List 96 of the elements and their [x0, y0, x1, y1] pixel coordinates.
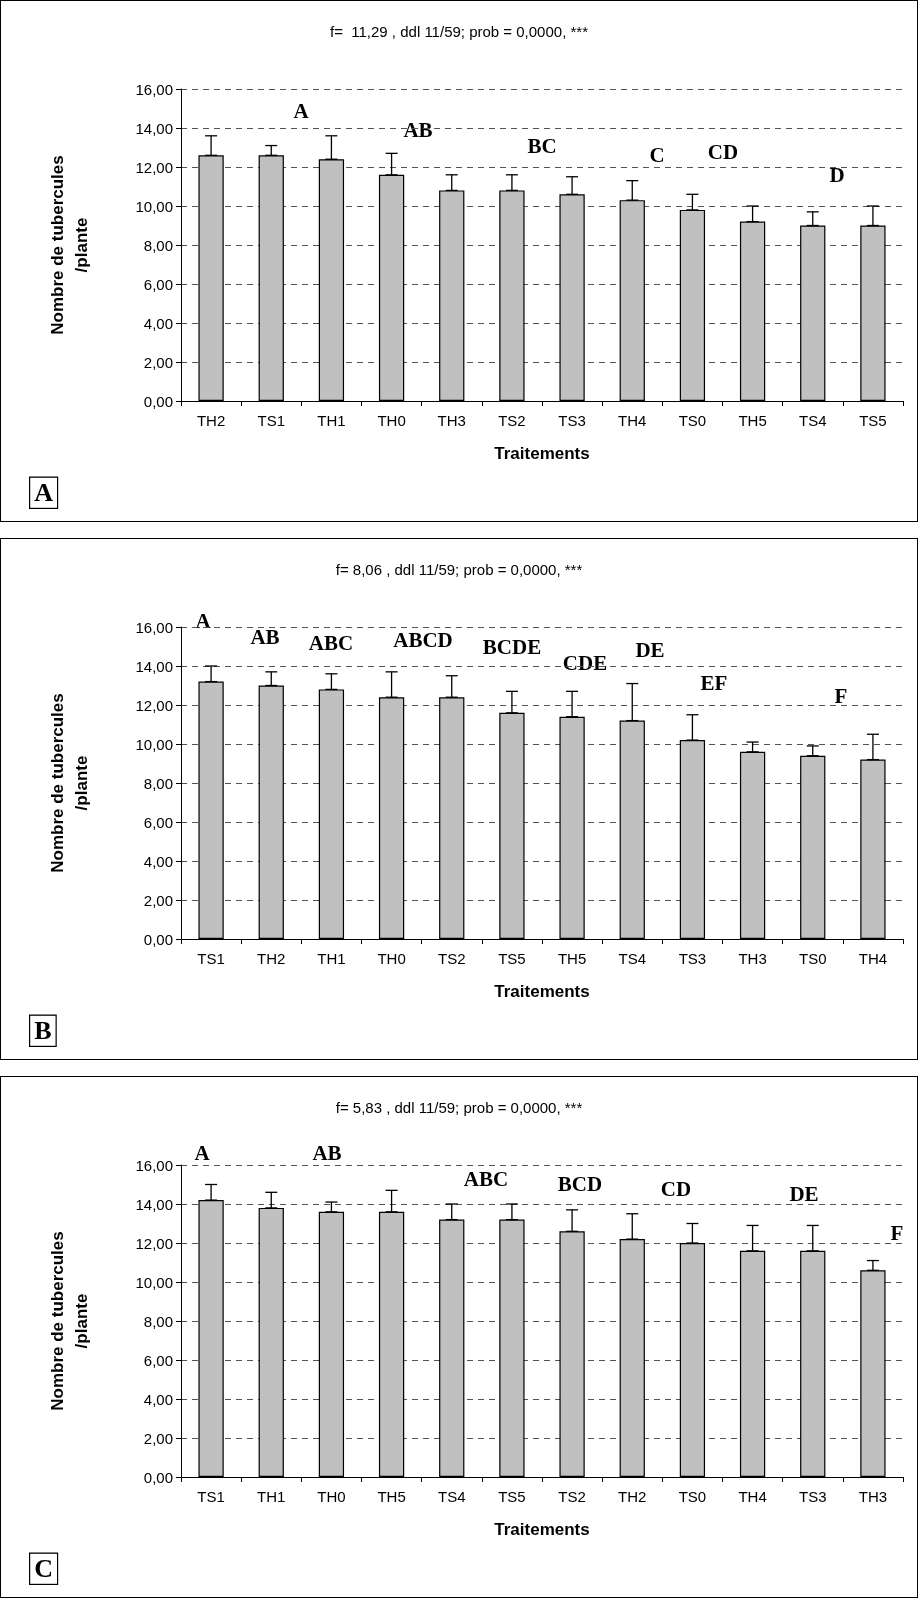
x-tick-label: TS0	[678, 412, 707, 429]
x-tick-label: TH4	[738, 1488, 767, 1505]
x-tick-label: TS2	[437, 950, 466, 967]
annotation: BCDE	[482, 635, 542, 659]
x-tick-label: TS3	[798, 1488, 827, 1505]
x-tick-label: TH5	[738, 412, 767, 429]
x-tick-label: TH3	[858, 1488, 888, 1505]
x-tick-label: TS4	[618, 950, 647, 967]
x-tick-label: TS4	[437, 1488, 466, 1505]
x-axis-title: Traitements	[494, 1520, 590, 1539]
chart-title: f= 11,29 , ddl 11/59; prob = 0,0000, ***	[330, 23, 589, 40]
annotation: CD	[660, 1177, 692, 1201]
y-tick-label: 12,00	[135, 158, 173, 176]
x-tick-label: TS2	[498, 412, 526, 429]
x-tick-label: TS5	[498, 950, 526, 967]
y-tick-label: 6,00	[143, 813, 173, 831]
text: A	[194, 1141, 211, 1165]
annotation: BCD	[557, 1172, 603, 1196]
x-tick-label: TH4	[618, 412, 647, 429]
x-tick-label: TS3	[678, 950, 707, 967]
x-tick-label: TH1	[257, 1488, 286, 1505]
x-tick-label: TH4	[858, 950, 888, 967]
x-tick-label: TH0	[317, 1488, 346, 1505]
y-tick-label: 0,00	[143, 392, 173, 410]
y-tick-label: 12,00	[135, 696, 173, 714]
annotation: C	[649, 143, 665, 167]
x-tick-label: TH3	[437, 412, 466, 429]
y-tick-label: 4,00	[143, 1390, 173, 1408]
y-tick-label: 8,00	[143, 236, 173, 254]
annotation: ABC	[308, 631, 354, 655]
x-tick-label: TH2	[618, 1488, 647, 1505]
annotation: A	[293, 99, 310, 123]
x-tick-label: TH1	[317, 950, 346, 967]
y-tick-label: 10,00	[135, 735, 173, 753]
annotation: F	[890, 1221, 904, 1245]
x-tick-label: TH5	[377, 1488, 406, 1505]
text: AB	[312, 1141, 342, 1165]
x-tick-label: TS3	[558, 412, 586, 429]
x-tick-label: TS5	[498, 1488, 526, 1505]
text: A	[34, 478, 54, 508]
x-tick-label: TH3	[738, 950, 767, 967]
x-tick-label: TS1	[197, 1488, 225, 1505]
x-tick-label: TH2	[257, 950, 286, 967]
annotation: DE	[789, 1182, 819, 1206]
y-tick-label: 10,00	[135, 1273, 173, 1291]
text: C	[34, 1554, 53, 1584]
y-tick-label: 8,00	[143, 774, 173, 792]
y-tick-label: 14,00	[135, 657, 173, 675]
y-tick-label: 16,00	[135, 618, 173, 636]
x-tick-label: TS2	[558, 1488, 586, 1505]
x-tick-label: TH0	[377, 950, 406, 967]
x-tick-label: TS0	[798, 950, 827, 967]
x-axis-title: Traitements	[494, 444, 590, 463]
y-tick-label: 0,00	[143, 930, 173, 948]
y-axis-title: Nombre de tubercules /plante	[47, 155, 91, 335]
y-tick-label: 4,00	[143, 314, 173, 332]
y-tick-label: 16,00	[135, 80, 173, 98]
annotation: ABC	[463, 1167, 509, 1191]
annotation: CDE	[562, 651, 608, 675]
annotation: CD	[707, 140, 739, 164]
annotation: EF	[700, 671, 728, 695]
y-tick-label: 10,00	[135, 197, 173, 215]
annotation: BC	[527, 134, 557, 158]
annotation: D	[829, 163, 845, 187]
annotation: DE	[635, 638, 665, 662]
y-tick-label: 2,00	[143, 1429, 173, 1447]
y-tick-label: 2,00	[143, 891, 173, 909]
y-tick-label: 2,00	[143, 353, 173, 371]
x-tick-label: TS5	[859, 412, 887, 429]
chart-title: f= 8,06 , ddl 11/59; prob = 0,0000, ***	[335, 561, 583, 578]
y-tick-label: 6,00	[143, 275, 173, 293]
annotation: AB	[250, 625, 280, 649]
x-tick-label: TS1	[257, 412, 286, 429]
annotation: ABCD	[393, 628, 453, 652]
y-tick-label: 6,00	[143, 1351, 173, 1369]
chart-title: f= 5,83 , ddl 11/59; prob = 0,0000, ***	[335, 1099, 583, 1116]
x-tick-label: TS4	[798, 412, 827, 429]
annotation: F	[834, 684, 848, 708]
x-tick-label: TH5	[557, 950, 587, 967]
x-tick-label: TS0	[678, 1488, 707, 1505]
x-tick-label: TS1	[197, 950, 225, 967]
y-tick-label: 0,00	[143, 1468, 173, 1486]
annotation: AB	[403, 118, 433, 142]
y-tick-label: 8,00	[143, 1312, 173, 1330]
y-tick-label: 12,00	[135, 1234, 173, 1252]
x-tick-label: TH0	[377, 412, 406, 429]
y-tick-label: 14,00	[135, 119, 173, 137]
x-axis-title: Traitements	[494, 982, 590, 1001]
y-tick-label: 4,00	[143, 852, 173, 870]
text: B	[34, 1016, 52, 1046]
y-axis-title: Nombre de tubercules /plante	[47, 693, 91, 873]
y-axis-title: Nombre de tubercules /plante	[47, 1231, 91, 1411]
y-tick-label: 14,00	[135, 1195, 173, 1213]
x-tick-label: TH2	[196, 412, 226, 429]
y-tick-label: 16,00	[135, 1156, 173, 1174]
x-tick-label: TH1	[317, 412, 346, 429]
